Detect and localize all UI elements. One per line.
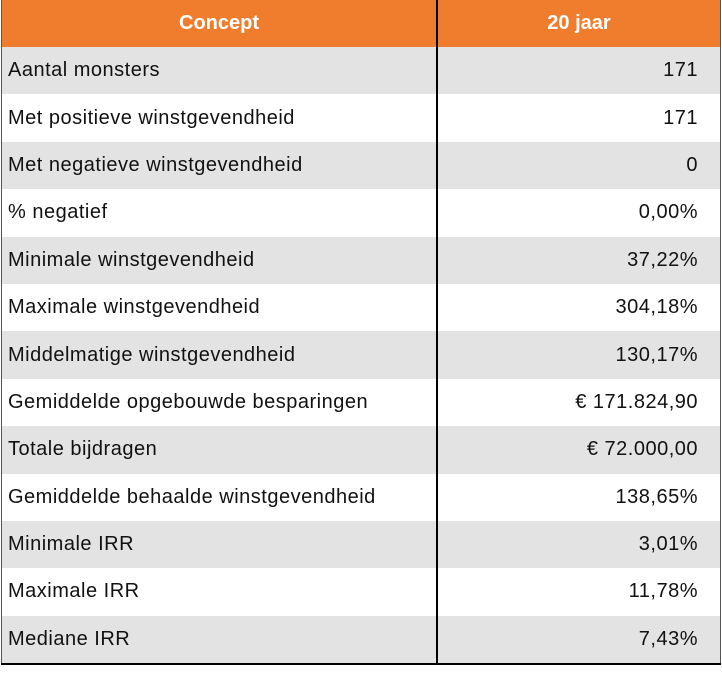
- value-cell: 7,43%: [437, 615, 721, 666]
- table-row: Maximale winstgevendheid 304,18%: [1, 283, 721, 332]
- value-cell: 171: [437, 94, 721, 142]
- table-row: Aantal monsters 171: [1, 47, 721, 95]
- label-cell: % negatief: [1, 189, 438, 237]
- header-row: Concept 20 jaar: [1, 0, 721, 47]
- table-row: Met positieve winstgevendheid 171: [1, 94, 721, 142]
- label-cell: Met negatieve winstgevendheid: [1, 141, 438, 190]
- table-row: Minimale winstgevendheid 37,22%: [1, 236, 721, 284]
- value-cell: 0,00%: [437, 189, 721, 237]
- header-cell: Concept: [1, 0, 438, 47]
- label-cell: Minimale IRR: [1, 520, 438, 569]
- label-cell: Gemiddelde behaalde winstgevendheid: [1, 473, 438, 521]
- header-cell: 20 jaar: [437, 0, 721, 47]
- table-row: % negatief 0,00%: [1, 189, 721, 237]
- table-row: Gemiddelde opgebouwde besparingen € 171.8…: [1, 378, 721, 427]
- value-cell: 0: [437, 141, 721, 190]
- results-table: Concept 20 jaar Aantal monsters 171 Met po…: [1, 0, 721, 666]
- label-cell: Gemiddelde opgebouwde besparingen: [1, 378, 438, 427]
- value-cell: 130,17%: [437, 331, 721, 379]
- value-cell: € 72.000,00: [437, 426, 721, 474]
- table-row: Totale bijdragen € 72.000,00: [1, 426, 721, 474]
- label-cell: Totale bijdragen: [1, 426, 438, 474]
- table-row: Gemiddelde behaalde winstgevendheid 138,6…: [1, 473, 721, 521]
- value-cell: 304,18%: [437, 283, 721, 332]
- table-row: Mediane IRR 7,43%: [1, 615, 721, 666]
- value-cell: € 171.824,90: [437, 378, 721, 427]
- label-cell: Middelmatige winstgevendheid: [1, 331, 438, 379]
- table-row: Minimale IRR 3,01%: [1, 520, 721, 569]
- value-cell: 171: [437, 47, 721, 95]
- label-cell: Maximale winstgevendheid: [1, 283, 438, 332]
- value-cell: 138,65%: [437, 473, 721, 521]
- label-cell: Minimale winstgevendheid: [1, 236, 438, 284]
- label-cell: Maximale IRR: [1, 568, 438, 616]
- table-row: Middelmatige winstgevendheid 130,17%: [1, 331, 721, 379]
- value-cell: 3,01%: [437, 520, 721, 569]
- label-cell: Aantal monsters: [1, 47, 438, 95]
- table-row: Maximale IRR 11,78%: [1, 568, 721, 616]
- table-row: Met negatieve winstgevendheid 0: [1, 141, 721, 190]
- value-cell: 37,22%: [437, 236, 721, 284]
- label-cell: Met positieve winstgevendheid: [1, 94, 438, 142]
- value-cell: 11,78%: [437, 568, 721, 616]
- label-cell: Mediane IRR: [1, 615, 438, 666]
